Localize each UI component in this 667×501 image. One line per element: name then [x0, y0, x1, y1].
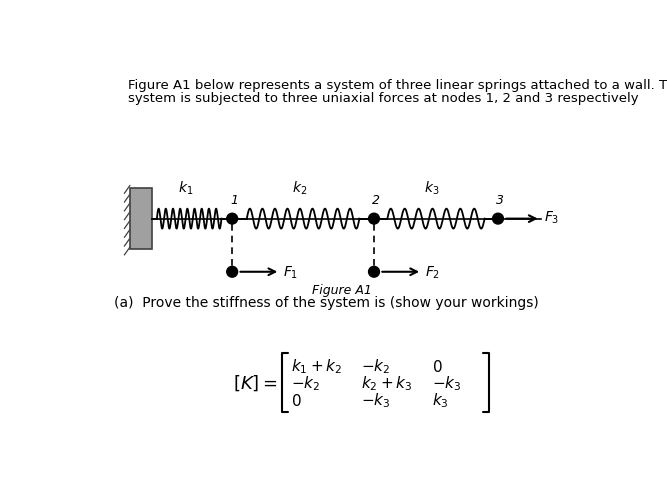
Circle shape	[227, 214, 237, 224]
Text: 1: 1	[231, 194, 239, 207]
Circle shape	[369, 267, 380, 278]
Text: $-k_3$: $-k_3$	[361, 390, 390, 409]
Text: $-k_2$: $-k_2$	[291, 374, 320, 392]
Text: $-k_2$: $-k_2$	[361, 357, 390, 375]
Text: $0$: $0$	[432, 358, 443, 374]
Text: $k_1$: $k_1$	[177, 179, 193, 196]
Text: $k_3$: $k_3$	[432, 390, 449, 409]
Circle shape	[492, 214, 504, 224]
Text: $0$: $0$	[291, 392, 301, 408]
Text: $k_2 + k_3$: $k_2 + k_3$	[361, 374, 412, 392]
Text: Figure A1 below represents a system of three linear springs attached to a wall. : Figure A1 below represents a system of t…	[128, 79, 667, 92]
Text: system is subjected to three uniaxial forces at nodes 1, 2 and 3 respectively: system is subjected to three uniaxial fo…	[128, 92, 639, 105]
Text: $-k_3$: $-k_3$	[432, 374, 462, 392]
Circle shape	[227, 267, 237, 278]
Text: 2: 2	[372, 194, 380, 207]
Text: $k_3$: $k_3$	[424, 179, 440, 196]
Text: $[K] =$: $[K] =$	[233, 373, 277, 393]
Text: $k_1 + k_2$: $k_1 + k_2$	[291, 357, 342, 375]
Text: 3: 3	[496, 194, 504, 207]
Bar	[130, 188, 151, 250]
Text: (a)  Prove the stiffness of the system is (show your workings): (a) Prove the stiffness of the system is…	[114, 295, 539, 309]
Text: $F_1$: $F_1$	[283, 264, 299, 281]
Circle shape	[369, 214, 380, 224]
Text: $F_3$: $F_3$	[544, 209, 559, 226]
Text: $k_2$: $k_2$	[291, 179, 307, 196]
Text: Figure A1: Figure A1	[311, 283, 372, 296]
Text: $F_2$: $F_2$	[425, 264, 440, 281]
